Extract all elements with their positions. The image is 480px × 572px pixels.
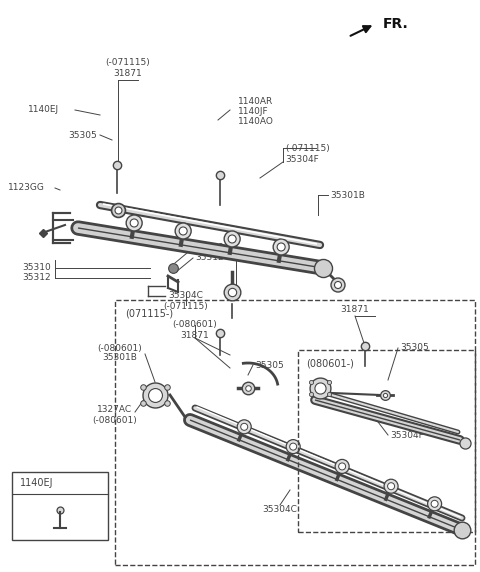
Text: 35304C: 35304C (168, 292, 204, 300)
Circle shape (130, 219, 138, 227)
Text: 31871: 31871 (114, 70, 143, 78)
Text: 1140EJ: 1140EJ (28, 105, 59, 114)
Circle shape (289, 443, 297, 450)
Text: 35304F: 35304F (285, 156, 319, 165)
Circle shape (286, 440, 300, 454)
Circle shape (428, 497, 442, 511)
Circle shape (338, 463, 346, 470)
Text: 35305: 35305 (255, 360, 284, 370)
Text: 35301B: 35301B (103, 353, 137, 363)
Text: (-080601): (-080601) (173, 320, 217, 329)
Text: (-071115): (-071115) (164, 301, 208, 311)
Text: 35305: 35305 (400, 344, 429, 352)
Bar (298, 350, 475, 532)
Circle shape (335, 281, 341, 288)
Circle shape (431, 500, 438, 507)
Text: (-080601): (-080601) (97, 344, 143, 352)
Text: 1140AO: 1140AO (238, 117, 274, 126)
Text: 35304F: 35304F (390, 431, 424, 439)
Circle shape (273, 239, 289, 255)
Text: 1123GG: 1123GG (8, 184, 45, 193)
Circle shape (331, 278, 345, 292)
Circle shape (240, 423, 248, 430)
Text: (071115-): (071115-) (125, 308, 173, 318)
Text: 1140JF: 1140JF (238, 108, 269, 117)
Text: 1140EJ: 1140EJ (20, 478, 53, 488)
Circle shape (384, 479, 398, 493)
Circle shape (335, 459, 349, 474)
Text: (-071115): (-071115) (285, 144, 330, 153)
Text: 31871: 31871 (341, 305, 370, 315)
Text: 31871: 31871 (180, 331, 209, 340)
Circle shape (175, 223, 191, 239)
Text: FR.: FR. (383, 17, 409, 31)
Text: 1327AC: 1327AC (97, 406, 132, 415)
Circle shape (277, 243, 285, 251)
Text: (-071115): (-071115) (106, 58, 150, 66)
Text: 35309: 35309 (195, 244, 224, 252)
Circle shape (387, 483, 395, 490)
Text: 35301B: 35301B (250, 253, 285, 263)
Circle shape (179, 227, 187, 235)
Circle shape (228, 235, 236, 243)
Text: 35305: 35305 (68, 130, 97, 140)
Text: (-080601): (-080601) (93, 415, 137, 424)
Text: 35304C: 35304C (263, 506, 298, 514)
Text: 1140AR: 1140AR (238, 97, 273, 106)
Circle shape (237, 420, 251, 434)
Text: 35301B: 35301B (330, 190, 365, 200)
Bar (12, 472, 108, 540)
Text: 35310: 35310 (22, 264, 51, 272)
Text: 35312: 35312 (22, 273, 50, 283)
Text: (080601-): (080601-) (306, 358, 354, 368)
Text: 35312: 35312 (195, 253, 224, 263)
Circle shape (224, 231, 240, 247)
Circle shape (126, 215, 142, 231)
Bar (115, 300, 475, 565)
